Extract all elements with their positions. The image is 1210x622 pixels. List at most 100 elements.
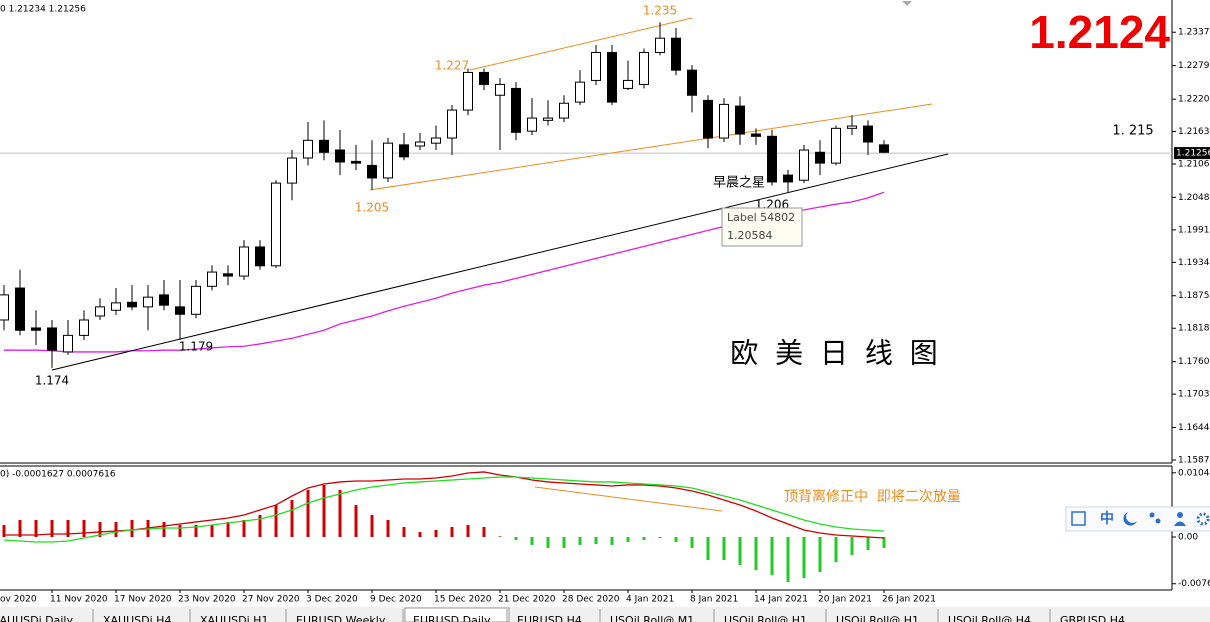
histogram-bar [226,521,230,537]
tab[interactable]: GBPUSD,H4 [1060,614,1125,622]
candle-body [255,246,265,267]
histogram-bar [434,529,438,537]
y-tick-label: 1.20480 [1178,193,1210,203]
macd-line [4,471,885,539]
candle-body [31,327,41,331]
toolbar-box [1065,506,1210,532]
tab[interactable]: EURUSD,Daily [413,614,491,622]
y-tick-label: 1.16445 [1178,423,1210,433]
histogram-bar [594,536,598,544]
tab-bar [0,607,1210,622]
histogram-bar [2,524,6,537]
tab[interactable]: EURUSD,Weekly [296,614,386,622]
candle-body [383,142,393,179]
candle-body [719,103,729,139]
histogram-bar [162,521,166,537]
candle-body [399,144,409,158]
tab[interactable]: USOil.Roll@,H1 [836,614,919,622]
candle-body [543,117,553,121]
tooltip-text: 1.20584 [727,229,773,242]
tab[interactable]: XAUUSDi,H4 [103,614,171,622]
candle-body [143,296,153,308]
x-tick-label: 26 Jan 2021 [882,595,936,605]
candle-body [575,81,585,103]
tab[interactable]: USOil.Roll@,M1 [610,614,694,622]
histogram-bar [690,536,694,548]
trendline [534,486,723,512]
candle-body [127,301,137,308]
candle-body [831,127,841,164]
price-header: 0 1.21234 1.21256 [0,5,86,15]
histogram-bar [786,536,790,583]
candle-body [639,51,649,85]
histogram-bar [530,536,534,545]
candle-body [159,294,169,306]
candle-body [223,273,233,277]
candle-body [527,117,537,132]
histogram-bar [50,519,54,537]
candle-body [175,306,185,315]
candle-body [287,157,297,184]
candle-body [559,102,569,119]
tooltip-title: Label 54802 [727,211,795,224]
candle-body [783,174,793,183]
histogram-bar [18,519,22,537]
candle-body [63,334,73,353]
annotation: 1.227 [435,59,469,73]
candle-body [703,99,713,139]
y-tick-label: 0.01046 [1178,468,1210,478]
x-tick-label: 11 Nov 2020 [50,595,108,605]
candle-body [767,135,777,183]
y-tick-label: 1.22200 [1178,95,1210,105]
candle-body [687,69,697,96]
toolbar-icon[interactable] [1177,512,1183,518]
toolbar-icon[interactable] [1174,521,1186,527]
candle-body [239,246,249,277]
macd-annotation: 顶背离修正中 即将二次放量 [784,488,961,505]
y-tick-label: 1.22790 [1178,61,1210,71]
toolbar-icon[interactable] [1149,512,1155,518]
candle-body [847,125,857,129]
tab[interactable]: USOil.Roll@,H4 [948,614,1031,622]
y-tick-label: 1.19910 [1178,225,1210,235]
histogram-bar [386,519,390,537]
tab[interactable]: XAUUSDi,H1 [200,614,268,622]
x-tick-label: ov 2020 [0,595,37,605]
candle-body [447,109,457,139]
toolbar-icon[interactable] [1123,512,1137,526]
annotation: 1.179 [179,340,213,354]
candle-body [751,133,761,137]
histogram-bar [482,526,486,537]
histogram-bar [802,536,806,578]
candle-body [431,137,441,144]
candle-body [495,83,505,96]
histogram-bar [610,536,614,545]
y-tick-label: 1.17030 [1178,390,1210,400]
histogram-bar [498,536,502,537]
candle-body [335,149,345,163]
macd-line [3,476,885,543]
y-tick-label: 1.18755 [1178,291,1210,301]
candle-body [671,37,681,71]
candle-body [591,51,601,81]
annotation: 1.174 [35,374,69,388]
toolbar-icon[interactable] [1196,512,1210,526]
candle-body [0,294,9,321]
candle-body [15,287,25,331]
toolbar-lang[interactable]: 中 [1100,510,1114,527]
toolbar-icon[interactable] [1155,518,1161,524]
histogram-bar [754,536,758,570]
histogram-bar [338,489,342,537]
annotation: 欧 美 日 线 图 [730,337,942,370]
tab[interactable]: USOil.Roll@,H1 [724,614,807,622]
histogram-bar [98,521,102,537]
candle-body [47,327,57,351]
histogram-bar [850,536,854,555]
x-tick-label: 28 Dec 2020 [562,595,620,605]
x-tick-label: 4 Jan 2021 [626,595,674,605]
histogram-bar [450,526,454,537]
toolbar-icon[interactable] [1071,511,1086,526]
tab[interactable]: EURUSD,H4 [517,614,582,622]
tab[interactable]: XAUUSDi,Daily [0,614,73,622]
